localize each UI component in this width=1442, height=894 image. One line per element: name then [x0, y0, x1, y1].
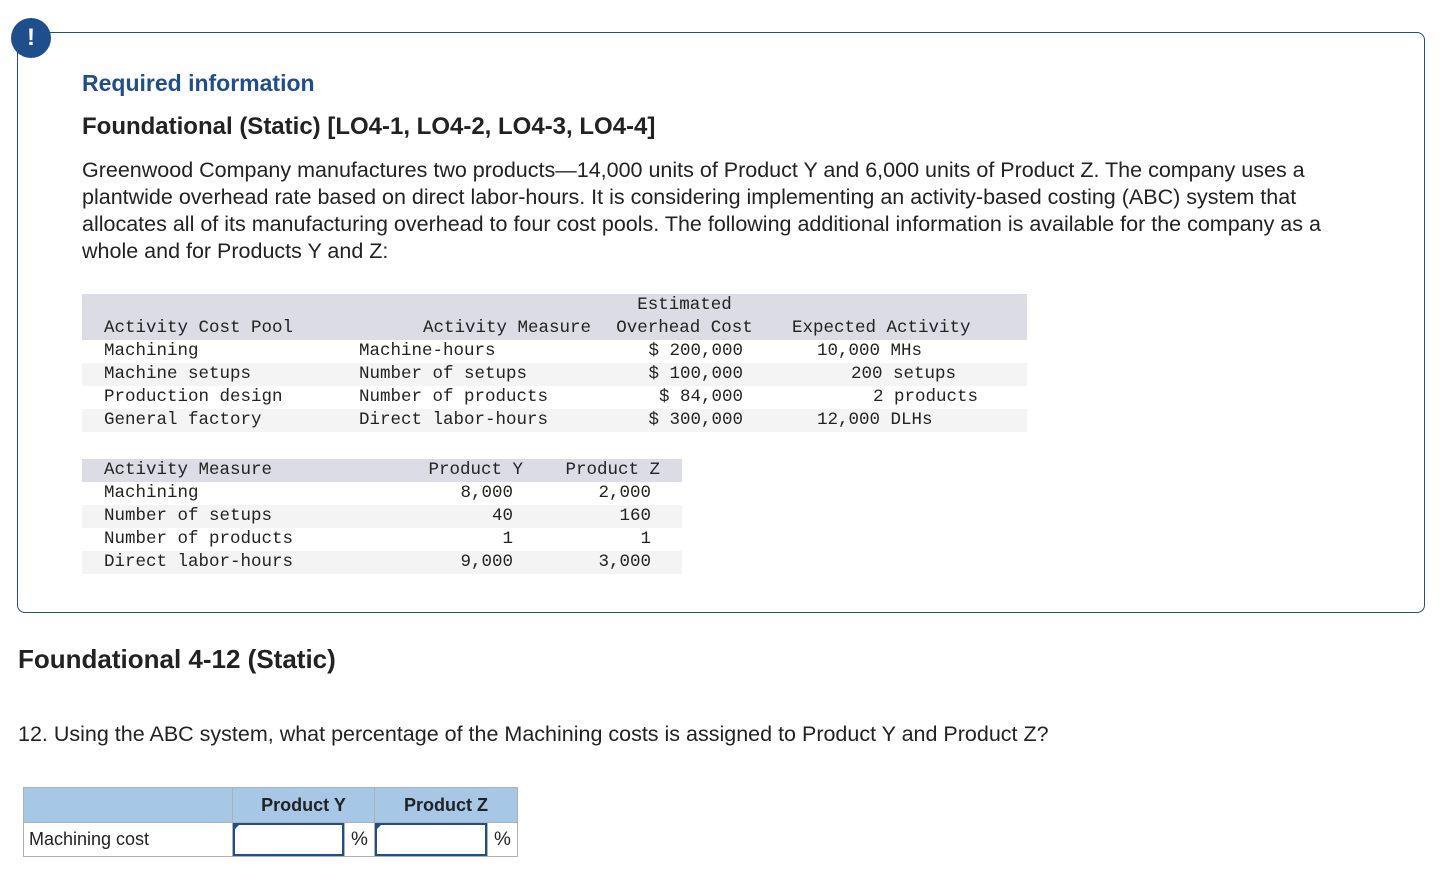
answer-header-row: Product Y Product Z — [23, 787, 518, 823]
measure-cell: Number of setups — [359, 363, 597, 386]
table-row: Number of setups 40 160 — [82, 505, 682, 528]
measure-cell: Number of setups — [82, 505, 392, 528]
activity-cost-pool-table: Estimated Activity Cost Pool Activity Me… — [82, 294, 1027, 432]
section-title: Foundational 4-12 (Static) — [18, 644, 336, 674]
machining-cost-label: Machining cost — [23, 822, 233, 857]
cost-cell: $ 84,000 — [658, 387, 743, 407]
measure-cell: Machine-hours — [359, 341, 496, 361]
cost-cell: $ 300,000 — [597, 409, 772, 432]
required-info-box — [17, 32, 1425, 613]
table-header-row: Estimated — [82, 294, 1027, 317]
measure-cell: Direct labor-hours — [359, 409, 597, 432]
expected-cell: 2 products — [873, 387, 979, 407]
table-header-row: Activity Cost Pool Activity Measure Over… — [82, 317, 1027, 340]
product-z-cell: 1 — [640, 529, 651, 549]
table-header-row: Activity Measure Product Y Product Z — [82, 459, 682, 482]
question-text: 12. Using the ABC system, what percentag… — [18, 722, 1049, 746]
table-row: Production design Number of products $ 8… — [82, 386, 1027, 409]
answer-marker-icon — [375, 823, 383, 831]
cost-cell: $ 200,000 — [648, 341, 743, 361]
foundational-title: Foundational (Static) [LO4-1, LO4-2, LO4… — [82, 113, 656, 140]
product-z-column-header: Product Z — [374, 787, 518, 823]
product-y-column-header: Product Y — [232, 787, 375, 823]
answer-row: Machining cost % % — [23, 822, 518, 857]
expected-cell: 12,000 DLHs — [772, 409, 1027, 432]
product-z-header: Product Z — [529, 459, 682, 482]
pool-header: Activity Cost Pool — [82, 317, 359, 340]
alert-icon: ! — [11, 18, 51, 58]
product-z-cell: 3,000 — [529, 551, 682, 574]
table-row: Machining 8,000 2,000 — [82, 482, 682, 505]
measure-cell: Direct labor-hours — [82, 551, 392, 574]
expected-header: Expected Activity — [772, 317, 1027, 340]
required-info-heading: Required information — [82, 70, 315, 96]
percent-sign: % — [487, 822, 518, 857]
product-y-cell: 8,000 — [460, 483, 513, 503]
expected-cell: 10,000 MHs — [817, 341, 923, 361]
product-z-cell: 160 — [529, 505, 682, 528]
measure-header: Activity Measure — [359, 317, 597, 340]
measure-cell: Machining — [104, 483, 199, 503]
cost-cell: $ 100,000 — [597, 363, 772, 386]
product-z-input-cell — [374, 822, 488, 857]
product-z-cell: 2,000 — [598, 483, 651, 503]
measure-cell: Number of products — [359, 387, 549, 407]
product-activity-table: Activity Measure Product Y Product Z Mac… — [82, 459, 682, 574]
percent-sign: % — [344, 822, 375, 857]
pool-cell: Production design — [104, 387, 283, 407]
table-row: Machining Machine-hours $ 200,000 10,000… — [82, 340, 1027, 363]
answer-header-blank — [23, 787, 233, 823]
cost-header-line2: Overhead Cost — [597, 317, 772, 340]
expected-cell: 200 setups — [772, 363, 1027, 386]
product-y-input-cell — [232, 822, 345, 857]
answer-table: Product Y Product Z Machining cost % % — [23, 787, 518, 857]
product-y-header: Product Y — [392, 459, 529, 482]
table-row: Direct labor-hours 9,000 3,000 — [82, 551, 682, 574]
pool-cell: Machining — [104, 341, 199, 361]
table-row: General factory Direct labor-hours $ 300… — [82, 409, 1027, 432]
table-row: Number of products 1 1 — [82, 528, 682, 551]
product-y-cell: 1 — [502, 529, 513, 549]
product-y-cell: 9,000 — [392, 551, 529, 574]
measure-header: Activity Measure — [82, 459, 392, 482]
product-y-cell: 40 — [392, 505, 529, 528]
cost-header-line1: Estimated — [597, 294, 772, 317]
product-z-percent-input[interactable] — [375, 823, 487, 856]
product-y-percent-input[interactable] — [233, 823, 344, 856]
answer-marker-icon — [233, 823, 241, 831]
problem-description: Greenwood Company manufactures two produ… — [82, 158, 1321, 263]
pool-cell: Machine setups — [82, 363, 359, 386]
pool-cell: General factory — [82, 409, 359, 432]
table-row: Machine setups Number of setups $ 100,00… — [82, 363, 1027, 386]
measure-cell: Number of products — [104, 529, 294, 549]
